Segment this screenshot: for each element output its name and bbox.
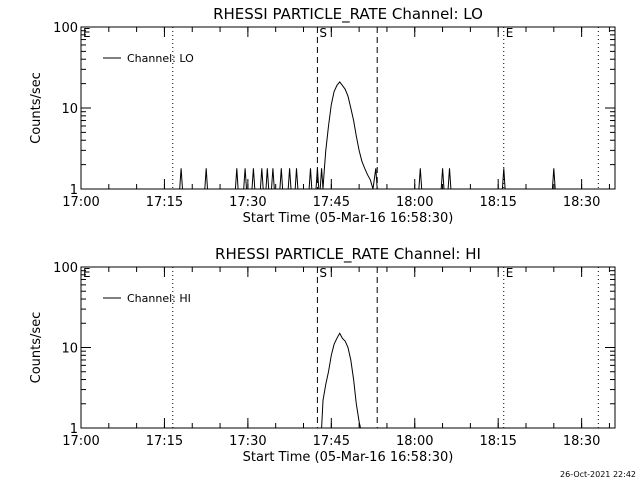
x-tick-label: 18:30	[563, 195, 600, 210]
y-tick-label: 10	[61, 102, 78, 117]
marker-label: E	[506, 26, 514, 40]
y-tick-label: 1	[70, 183, 78, 198]
x-tick-label: 18:15	[479, 195, 516, 210]
panel-hi: RHESSI PARTICLE_RATE Channel: HI Counts/s…	[29, 245, 616, 465]
marker-label: E	[83, 266, 91, 280]
chart-title: RHESSI PARTICLE_RATE Channel: LO	[213, 5, 483, 24]
series-line	[321, 332, 361, 429]
x-tick-label: 17:30	[229, 195, 266, 210]
x-tick-label: 18:30	[563, 434, 600, 449]
y-tick-label: 10	[61, 342, 78, 357]
legend-entry: Channel: LO	[127, 52, 194, 65]
marker-label: S	[319, 266, 327, 280]
x-axis-label: Start Time (05-Mar-16 16:58:30)	[243, 211, 454, 226]
y-axis-label: Counts/sec	[29, 312, 44, 384]
series-line	[179, 81, 556, 190]
y-axis-label: Counts/sec	[29, 72, 44, 144]
legend-entry: Channel: HI	[127, 292, 191, 305]
x-tick-label: 17:00	[62, 195, 99, 210]
x-tick-label: 17:45	[313, 195, 350, 210]
x-tick-label: 17:15	[146, 434, 183, 449]
x-tick-label: 18:00	[396, 195, 433, 210]
marker-label: E	[83, 26, 91, 40]
y-tick-label: 100	[53, 261, 78, 276]
marker-label: E	[506, 266, 514, 280]
x-tick-label: 17:15	[146, 195, 183, 210]
generation-timestamp: 26-Oct-2021 22:42	[560, 470, 636, 479]
x-tick-label: 18:15	[479, 434, 516, 449]
chart-title: RHESSI PARTICLE_RATE Channel: HI	[215, 245, 481, 264]
panel-lo: RHESSI PARTICLE_RATE Channel: LO Counts/s…	[29, 5, 616, 226]
x-tick-label: 17:30	[229, 434, 266, 449]
x-tick-label: 17:00	[62, 434, 99, 449]
x-tick-label: 17:45	[313, 434, 350, 449]
y-tick-label: 100	[53, 21, 78, 36]
y-tick-label: 1	[70, 422, 78, 437]
x-tick-label: 18:00	[396, 434, 433, 449]
x-axis-label: Start Time (05-Mar-16 16:58:30)	[243, 450, 454, 465]
marker-label: S	[319, 26, 327, 40]
